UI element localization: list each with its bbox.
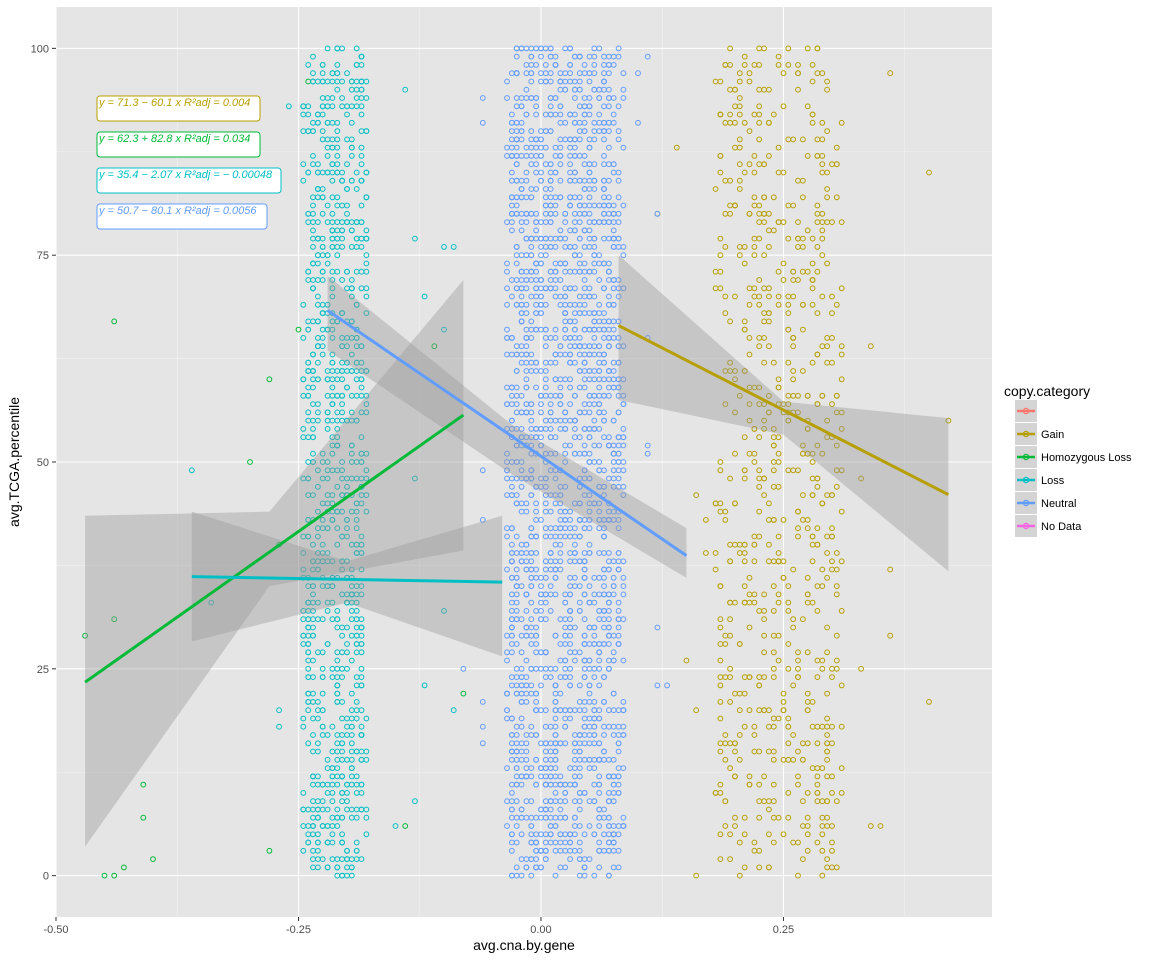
legend-item <box>1015 400 1037 422</box>
equation-text: y = 50.7 − 80.1 x R²adj = 0.0056 <box>98 205 257 217</box>
y-axis-ticks: 0 25 50 75 100 <box>31 43 56 882</box>
legend-title: copy.category <box>1004 383 1090 399</box>
legend-item: Loss <box>1015 469 1065 491</box>
y-tick-label: 100 <box>31 43 49 55</box>
equation-label-gain: y = 71.3 − 60.1 x R²adj = 0.004 <box>97 96 260 121</box>
legend-item: Gain <box>1015 423 1064 445</box>
equation-text: y = 71.3 − 60.1 x R²adj = 0.004 <box>98 97 250 109</box>
x-tick-label: 0.25 <box>773 924 794 936</box>
y-tick-label: 25 <box>37 664 49 676</box>
legend-label: No Data <box>1041 521 1082 533</box>
x-tick-label: -0.25 <box>286 924 311 936</box>
x-tick-label: 0.00 <box>530 924 551 936</box>
y-axis-title: avg.TCGA.percentile <box>6 397 22 527</box>
equation-text: y = 62.3 + 82.8 x R²adj = 0.034 <box>98 133 250 145</box>
x-axis-title: avg.cna.by.gene <box>473 937 575 953</box>
legend-label: Gain <box>1041 429 1064 441</box>
legend: copy.category Gain Homozygous Loss Loss Neu… <box>1004 383 1132 537</box>
equation-label-homozygous-loss: y = 62.3 + 82.8 x R²adj = 0.034 <box>97 132 260 157</box>
legend-label: Neutral <box>1041 498 1076 510</box>
legend-item: No Data <box>1015 515 1082 537</box>
legend-item: Homozygous Loss <box>1015 446 1132 468</box>
y-tick-label: 50 <box>37 457 49 469</box>
y-tick-label: 0 <box>43 871 49 883</box>
x-tick-label: -0.50 <box>43 924 68 936</box>
equation-label-neutral: y = 50.7 − 80.1 x R²adj = 0.0056 <box>97 204 267 229</box>
x-axis-ticks: -0.50 -0.25 0.00 0.25 <box>43 917 794 936</box>
y-tick-label: 75 <box>37 250 49 262</box>
legend-label: Loss <box>1041 475 1065 487</box>
equation-label-loss: y = 35.4 − 2.07 x R²adj = − 0.00048 <box>97 168 281 193</box>
equation-text: y = 35.4 − 2.07 x R²adj = − 0.00048 <box>98 169 273 181</box>
legend-label: Homozygous Loss <box>1041 452 1132 464</box>
legend-item: Neutral <box>1015 492 1076 514</box>
